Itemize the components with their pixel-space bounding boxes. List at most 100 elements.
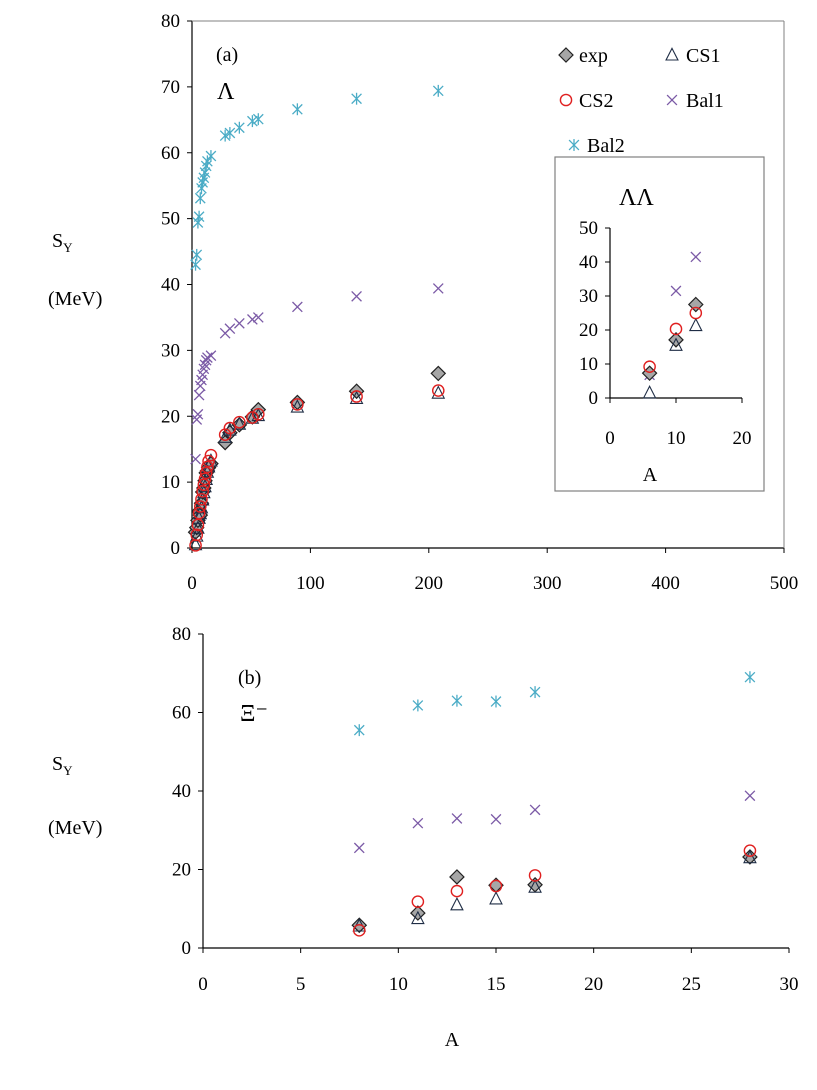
x-tick-label: 200 bbox=[415, 573, 444, 594]
point-bal1 bbox=[490, 813, 502, 825]
y-tick-label: 30 bbox=[161, 340, 180, 361]
point-cs1 bbox=[218, 429, 233, 443]
legend-markers bbox=[558, 47, 679, 151]
legend-cs1-marker bbox=[665, 47, 679, 61]
panel-a-data-points bbox=[187, 84, 447, 552]
y-tick-label: 10 bbox=[579, 354, 598, 375]
y-tick-label: 40 bbox=[172, 781, 191, 802]
point-bal2 bbox=[292, 103, 303, 116]
point-bal2 bbox=[744, 671, 756, 684]
x-tick-label: 20 bbox=[584, 974, 603, 995]
point-bal2 bbox=[252, 113, 264, 126]
point-cs2 bbox=[204, 448, 218, 462]
point-bal2 bbox=[191, 248, 203, 261]
point-bal2 bbox=[353, 724, 365, 737]
point-bal2 bbox=[190, 258, 201, 271]
point-cs1 bbox=[290, 399, 305, 413]
point-cs2 bbox=[202, 454, 215, 468]
x-tick-label: 0 bbox=[187, 573, 197, 594]
y-tick-label: 80 bbox=[172, 624, 191, 645]
x-tick-label: 0 bbox=[605, 428, 615, 449]
point-cs2 bbox=[201, 460, 214, 474]
panel-a-ylabel-main: S bbox=[52, 230, 63, 252]
point-cs2 bbox=[431, 384, 445, 397]
point-cs2 bbox=[643, 360, 656, 374]
point-bal2 bbox=[490, 695, 502, 708]
legend-exp-label: exp bbox=[579, 45, 608, 67]
point-bal2 bbox=[224, 127, 236, 139]
panel-b-label: (b) bbox=[238, 667, 261, 689]
point-cs2 bbox=[191, 518, 205, 532]
legend-cs1-label: CS1 bbox=[686, 45, 720, 67]
point-cs1 bbox=[431, 385, 446, 399]
point-cs2 bbox=[689, 306, 703, 320]
y-tick-label: 0 bbox=[171, 538, 181, 559]
point-cs1 bbox=[688, 317, 703, 332]
point-cs2 bbox=[198, 472, 212, 486]
point-cs2 bbox=[352, 924, 366, 937]
panel-b-tick-labels: 0 5 10 15 20 25 30 0 20 40 60 80 bbox=[172, 624, 799, 995]
legend-cs2-marker bbox=[559, 93, 573, 107]
point-bal1 bbox=[193, 389, 205, 401]
point-cs1 bbox=[349, 390, 364, 405]
y-tick-label: 80 bbox=[161, 11, 180, 32]
x-tick-label: 5 bbox=[296, 974, 306, 995]
y-tick-label: 30 bbox=[579, 286, 598, 307]
inset-frame bbox=[554, 156, 765, 492]
x-tick-label: 500 bbox=[770, 573, 799, 594]
panel-b-ylabel-sub: Y bbox=[63, 763, 73, 778]
point-bal2 bbox=[451, 694, 463, 707]
point-cs1 bbox=[189, 528, 204, 542]
panel-a-axes bbox=[187, 20, 785, 553]
x-tick-label: 400 bbox=[651, 573, 680, 594]
point-cs2 bbox=[450, 884, 464, 898]
point-bal2 bbox=[199, 166, 211, 179]
y-tick-label: 50 bbox=[161, 209, 180, 230]
point-bal2 bbox=[412, 699, 424, 712]
x-tick-label: 100 bbox=[296, 573, 325, 594]
point-cs1 bbox=[669, 337, 683, 351]
y-tick-label: 20 bbox=[161, 406, 180, 427]
point-cs2 bbox=[196, 485, 209, 498]
panel-a-ylabel-sub: Y bbox=[63, 240, 73, 255]
point-bal1 bbox=[690, 251, 702, 263]
point-cs2 bbox=[489, 879, 503, 893]
point-cs2 bbox=[195, 492, 208, 506]
legend-bal1-marker bbox=[666, 94, 678, 106]
point-bal2 bbox=[205, 150, 217, 162]
x-tick-label: 20 bbox=[733, 428, 752, 449]
point-cs2 bbox=[350, 390, 363, 403]
point-bal1 bbox=[353, 842, 365, 854]
point-bal1 bbox=[247, 314, 258, 325]
panel-a-ylabel-unit: (MeV) bbox=[48, 288, 102, 310]
point-exp bbox=[668, 332, 684, 348]
panel-a-ylabel-s: SY bbox=[52, 230, 73, 255]
point-cs2 bbox=[190, 528, 204, 542]
panel-b-species: Ξ⁻ bbox=[240, 701, 268, 727]
point-cs2 bbox=[743, 844, 757, 857]
y-tick-label: 20 bbox=[172, 860, 191, 881]
point-cs1 bbox=[489, 891, 503, 905]
point-bal1 bbox=[412, 817, 424, 829]
point-cs1 bbox=[411, 910, 425, 925]
point-bal2 bbox=[194, 192, 206, 205]
legend: exp CS1 CS2 Bal1 Bal2 bbox=[558, 45, 724, 157]
panel-b-axes bbox=[198, 633, 790, 953]
x-tick-label: 0 bbox=[198, 974, 208, 995]
x-tick-label: 15 bbox=[487, 974, 506, 995]
y-tick-label: 40 bbox=[579, 252, 598, 273]
point-cs1 bbox=[188, 536, 203, 551]
point-bal1 bbox=[205, 350, 217, 362]
legend-cs2-label: CS2 bbox=[579, 90, 613, 112]
y-tick-label: 40 bbox=[161, 275, 180, 296]
x-tick-label: 10 bbox=[667, 428, 686, 449]
inset-axes bbox=[605, 227, 743, 403]
point-cs2 bbox=[218, 428, 232, 441]
legend-exp-marker bbox=[558, 47, 574, 63]
y-tick-label: 0 bbox=[182, 938, 192, 959]
y-tick-label: 50 bbox=[579, 218, 598, 239]
y-tick-label: 0 bbox=[589, 388, 599, 409]
panel-b-ylabel-unit: (MeV) bbox=[48, 817, 102, 839]
